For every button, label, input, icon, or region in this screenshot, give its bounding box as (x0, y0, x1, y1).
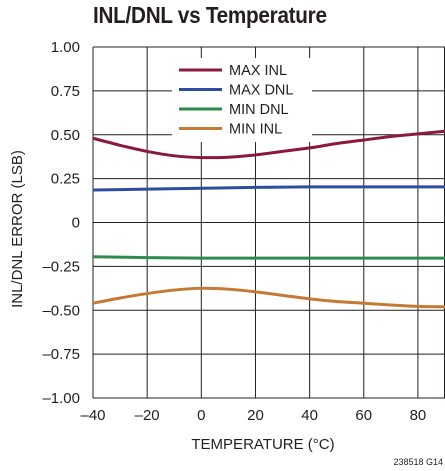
y-tick-label: 0.25 (51, 171, 80, 188)
x-tick-label: –20 (135, 407, 160, 424)
y-axis-label: INL/DNL ERROR (LSB) (9, 150, 26, 308)
figure-id: 238518 G14 (393, 457, 443, 467)
y-tick-label: –0.25 (42, 258, 80, 275)
series-lines (92, 129, 445, 309)
y-tick-label: 0.75 (51, 83, 80, 100)
tick-labels: 1.00 0.75 0.50 0.25 0 –0.25 –0.50 –0.75 –1.00–40… (42, 39, 426, 424)
legend: MAX INL MAX DNL MIN DNL MIN INL (172, 58, 312, 142)
chart-title: INL/DNL vs Temperature (93, 2, 327, 28)
x-tick-label: 80 (410, 407, 427, 424)
y-tick-label: –0.75 (42, 346, 80, 363)
legend-label: MIN INL (229, 122, 282, 138)
y-tick-label: 1.00 (51, 39, 80, 56)
x-tick-label: 40 (301, 407, 318, 424)
grid (92, 46, 445, 399)
x-tick-label: –40 (80, 407, 105, 424)
series-line-min-dnl (92, 255, 445, 260)
series-line-min-inl (92, 286, 445, 309)
y-tick-label: –0.50 (42, 302, 80, 319)
series-line-max-dnl (92, 185, 445, 192)
y-tick-label: 0 (72, 215, 80, 232)
y-tick-label: –1.00 (42, 390, 80, 407)
x-tick-label: 60 (355, 407, 372, 424)
y-tick-label: 0.50 (51, 127, 80, 144)
legend-label: MAX INL (229, 63, 287, 79)
legend-label: MAX DNL (229, 83, 293, 99)
x-tick-label: 20 (247, 407, 264, 424)
x-axis-label: TEMPERATURE (°C) (191, 436, 334, 453)
x-tick-label: 0 (197, 407, 205, 424)
legend-label: MIN DNL (229, 102, 289, 118)
series-line-max-inl (92, 129, 445, 160)
